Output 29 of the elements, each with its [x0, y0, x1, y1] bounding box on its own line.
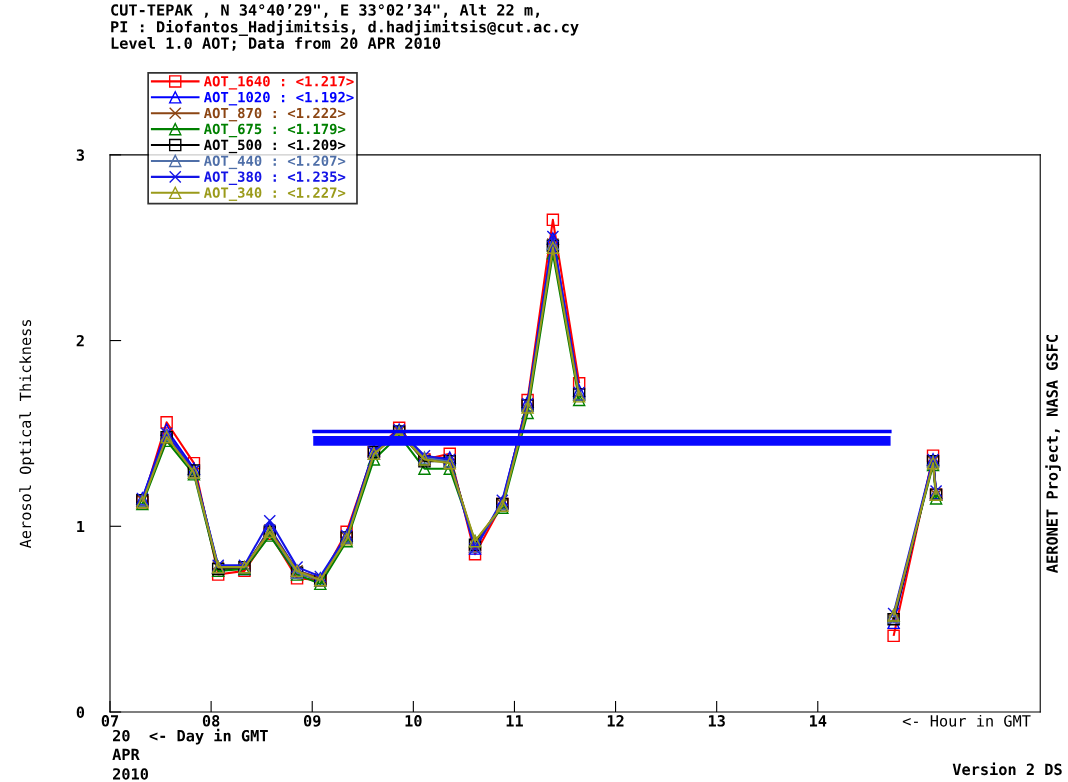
x-tick-label: 07 [101, 715, 119, 727]
legend-label: AOT_675 : <1.179> [203, 123, 346, 138]
x-tick-label: 09 [303, 715, 321, 727]
x-axis-title: <- Hour in GMT [902, 714, 1031, 727]
y-tick-label: 2 [76, 335, 84, 347]
legend-label: AOT_870 : <1.222> [203, 107, 346, 122]
legend-label: AOT_1020 : <1.192> [203, 91, 354, 106]
x-tick-label: 11 [506, 715, 523, 727]
legend-label: AOT_380 : <1.235> [203, 171, 346, 186]
x-tick-label: 13 [708, 715, 725, 727]
legend-label: AOT_500 : <1.209> [203, 139, 346, 154]
text: APR [112, 748, 140, 760]
legend-label: AOT_440 : <1.207> [203, 155, 346, 170]
text: 2010 [113, 768, 149, 780]
legend-label: AOT_1640 : <1.217> [203, 75, 354, 90]
chart-title: CUT-TEPAK , N 34°40’29", E 33°02’34", Alt 22 m, [111, 3, 539, 18]
y-tick-label: 3 [76, 149, 85, 161]
x-tick-label: 08 [202, 715, 220, 727]
text: AERONET Project, NASA GSFC [1045, 335, 1061, 573]
chart-subtitle: PI : Diofantos_Hadjimitsis, d.hadjimitsis@cut.ac.cy Level 1.0 AOT; Data from 20 APR 2010 [111, 19, 579, 51]
text: 20 <- Day in GMT [113, 728, 268, 745]
legend-label: AOT_340 : <1.227> [203, 187, 346, 201]
text: Version 2 DS [952, 762, 1062, 776]
y-tick-label: 1 [77, 520, 85, 533]
y-tick-label: 0 [76, 706, 85, 719]
x-tick-label: 14 [809, 715, 827, 727]
x-tick-label: 10 [405, 715, 422, 727]
x-tick-label: 12 [607, 715, 624, 727]
y-axis-title: Aerosol Optical Thickness [19, 319, 35, 549]
